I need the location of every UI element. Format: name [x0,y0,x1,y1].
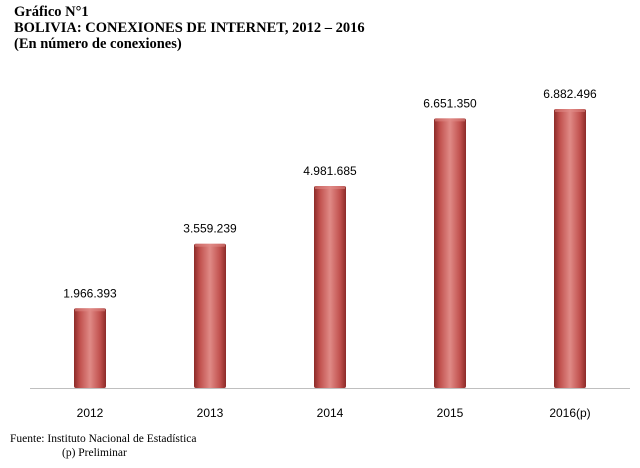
data-label: 3.559.239 [183,222,237,236]
x-tick-label: 2015 [437,406,464,420]
x-tick-label: 2012 [77,406,104,420]
data-label: 6.882.496 [543,87,597,101]
figure-label: Gráfico N°1 [14,4,89,20]
source-note: Fuente: Instituto Nacional de Estadístic… [10,433,197,445]
bar-top-edge [555,109,585,112]
bar-2014 [314,186,346,388]
bar-2015 [434,118,466,388]
bar-top-edge [195,243,225,247]
bar-top-edge [75,308,105,312]
footer: Fuente: Instituto Nacional de Estadístic… [10,432,197,460]
bar-2016(p) [554,109,586,388]
bar-top-edge [315,186,345,190]
bar-2013 [194,243,226,388]
bars-layer [74,109,586,388]
chart-title-block: Gráfico N°1 BOLIVIA: CONEXIONES DE INTER… [14,4,365,52]
x-tick-label: 2014 [317,406,344,420]
preliminary-note: (p) Preliminar [62,447,127,459]
chart-title: BOLIVIA: CONEXIONES DE INTERNET, 2012 – … [14,20,365,36]
data-label: 4.981.685 [303,164,357,178]
chart-subtitle: (En número de conexiones) [14,36,182,52]
data-label: 6.651.350 [423,96,477,110]
data-label: 1.966.393 [63,286,117,300]
bar-top-edge [435,118,465,122]
x-tick-label: 2016(p) [549,406,590,420]
bar-2012 [74,308,106,388]
x-tick-label: 2013 [197,406,224,420]
labels-layer: 1.966.393 2012 3.559.239 2013 4.981.685 2014 6… [63,87,597,420]
